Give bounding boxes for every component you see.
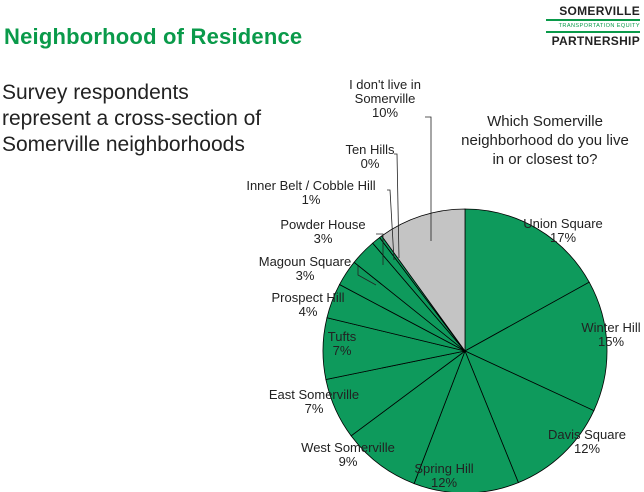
slice-label-west-somerville: West Somerville 9% [301, 440, 395, 469]
slice-label-i-don-t-live-in-somerville: I don't live in Somerville 10% [349, 77, 421, 120]
slice-name-label: Davis Square [548, 427, 626, 442]
slice-label-powder-house: Powder House 3% [280, 217, 365, 246]
leader-line-inner-belt-cobble-hill [387, 189, 395, 261]
slice-label-prospect-hill: Prospect Hill 4% [272, 290, 345, 319]
logo-line-3: PARTNERSHIP [546, 31, 640, 48]
slice-name-label: Magoun Square [259, 254, 352, 269]
slice-name-label: Ten Hills [345, 142, 395, 157]
slice-value-label: 3% [296, 268, 315, 283]
slice-name-label: Tufts [328, 329, 357, 344]
slice-label-ten-hills: Ten Hills 0% [345, 142, 395, 171]
slice-name-label: Union Square [523, 216, 603, 231]
headline-line-3: Somerville neighborhoods [2, 133, 245, 156]
slice-name-label: Winter Hill [581, 320, 640, 335]
pie-slice-winter-hill [464, 281, 608, 412]
chart-title-line-3: in or closest to? [492, 151, 598, 168]
partnership-logo: SOMERVILLE TRANSPORTATION EQUITY PARTNER… [546, 4, 640, 48]
slice-value-label: 12% [574, 441, 600, 456]
slice-label-union-square: Union Square 17% [523, 216, 603, 245]
slice-label-tufts: Tufts 7% [328, 329, 357, 358]
slice-value-label: 10% [372, 105, 398, 120]
slice-value-label: 7% [333, 343, 352, 358]
logo-line-1: SOMERVILLE [546, 4, 640, 21]
headline: Survey respondents represent a cross-sec… [2, 80, 322, 158]
slice-label-inner-belt-cobble-hill: Inner Belt / Cobble Hill 1% [246, 178, 375, 207]
slice-name-label: I don't live in [349, 77, 421, 92]
slice-name-label: West Somerville [301, 440, 395, 455]
slice-value-label: 0% [361, 156, 380, 171]
slice-label-magoun-square: Magoun Square 3% [259, 254, 352, 283]
slice-value-label: 7% [305, 401, 324, 416]
slice-value-label: 9% [339, 454, 358, 469]
pie-slice-davis-square [464, 350, 595, 484]
slice-name-label: Powder House [280, 217, 365, 232]
slice-label-spring-hill: Spring Hill 12% [414, 461, 473, 490]
leader-line-ten-hills [394, 153, 400, 259]
chart-title: Which Somerville neighborhood do you liv… [450, 112, 640, 169]
slice-label-davis-square: Davis Square 12% [548, 427, 626, 456]
slice-value-label: 3% [314, 231, 333, 246]
slice-value-label: 1% [302, 192, 321, 207]
slice-name-label: Inner Belt / Cobble Hill [246, 178, 375, 193]
slice-value-label: 15% [598, 334, 624, 349]
chart-title-line-2: neighborhood do you live [461, 132, 629, 149]
headline-line-1: Survey respondents [2, 81, 189, 104]
slice-value-label: 12% [431, 475, 457, 490]
pie-slice-west-somerville [350, 349, 466, 485]
pie-slices [322, 208, 608, 492]
slice-label-winter-hill: Winter Hill 15% [581, 320, 640, 349]
pie-slice-union-square [464, 208, 590, 352]
page-title: Neighborhood of Residence [4, 24, 303, 49]
chart-title-line-1: Which Somerville [487, 113, 603, 130]
leader-line-powder-house [376, 233, 384, 265]
slice-label-east-somerville: East Somerville 7% [269, 387, 359, 416]
leader-line-i-don-t-live-in-somerville [425, 116, 432, 241]
leader-lines [357, 116, 432, 286]
pie-slice-spring-hill [413, 349, 519, 492]
slice-name-label: Prospect Hill [272, 290, 345, 305]
slice-labels: Union Square 17% Winter Hill 15% Davis Squar… [246, 77, 640, 490]
slice-value-label: 4% [299, 304, 318, 319]
slice-name-label: Spring Hill [414, 461, 473, 476]
slice-name-label: Somerville [355, 91, 416, 106]
logo-line-2: TRANSPORTATION EQUITY [558, 23, 640, 29]
leader-line-magoun-square [357, 266, 377, 286]
slice-value-label: 17% [550, 230, 576, 245]
headline-line-2: represent a cross-section of [2, 107, 262, 130]
slice-name-label: East Somerville [269, 387, 359, 402]
